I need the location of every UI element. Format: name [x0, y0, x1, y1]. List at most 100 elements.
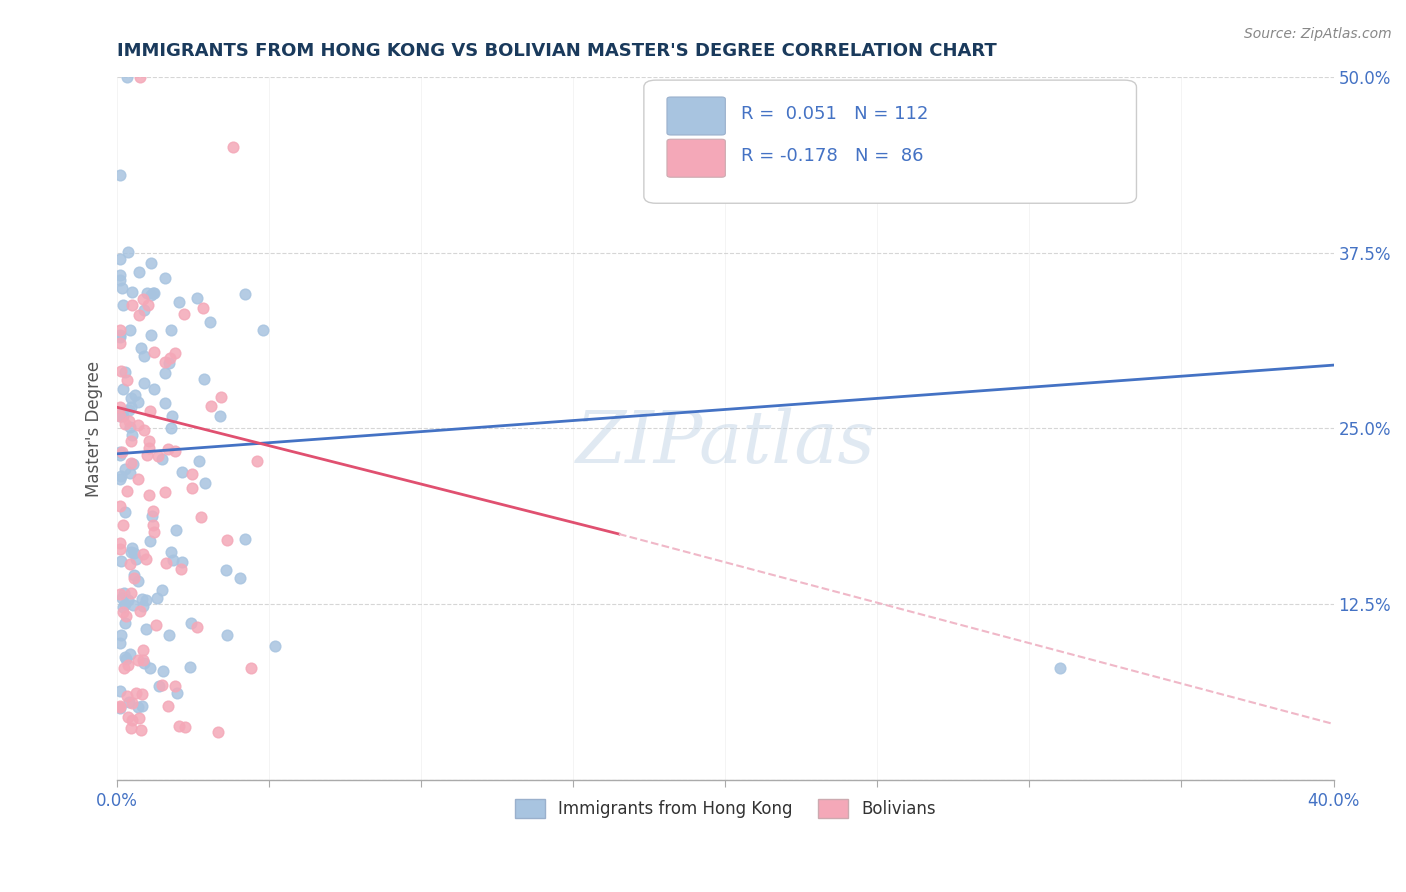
Point [111, 445, 134, 459]
Point [156, 442, 179, 456]
Point [120, 323, 142, 337]
Point [112, 605, 135, 619]
Point [110, 364, 132, 378]
Point [115, 483, 138, 498]
Point [125, 686, 148, 700]
Point [124, 388, 146, 402]
Point [117, 710, 139, 724]
Point [120, 721, 142, 735]
Point [191, 301, 214, 315]
Point [111, 281, 134, 295]
Point [163, 444, 186, 458]
Point [143, 286, 166, 301]
Point [122, 571, 145, 585]
Point [200, 399, 222, 413]
Point [124, 568, 146, 582]
Point [139, 534, 162, 549]
Point [127, 574, 149, 588]
Point [180, 616, 202, 631]
Point [120, 585, 142, 599]
Point [134, 303, 156, 318]
Point [110, 684, 132, 698]
Point [121, 541, 143, 555]
Point [135, 448, 157, 462]
Point [200, 315, 222, 329]
Point [233, 532, 256, 546]
Point [114, 462, 136, 476]
Point [150, 678, 173, 692]
Point [129, 341, 152, 355]
Point [193, 372, 215, 386]
Point [115, 652, 138, 666]
Point [114, 650, 136, 665]
Point [132, 292, 155, 306]
Point [135, 551, 157, 566]
Point [170, 562, 193, 576]
Point [129, 70, 152, 84]
Point [145, 618, 167, 632]
Point [127, 394, 149, 409]
Point [118, 647, 141, 661]
Point [152, 664, 174, 678]
Point [117, 592, 139, 607]
Point [110, 168, 132, 182]
Point [114, 504, 136, 518]
Point [120, 391, 142, 405]
Point [165, 524, 187, 538]
Point [125, 551, 148, 566]
Point [160, 323, 183, 337]
Point [162, 553, 184, 567]
Point [150, 452, 173, 467]
Point [155, 485, 177, 500]
Point [120, 400, 142, 414]
Point [136, 297, 159, 311]
Point [222, 140, 245, 154]
Point [121, 713, 143, 727]
Point [173, 720, 195, 734]
Point [110, 323, 132, 337]
Point [110, 409, 132, 423]
Point [165, 346, 187, 360]
Point [186, 291, 208, 305]
Point [122, 598, 145, 612]
Point [156, 699, 179, 714]
Point [120, 456, 142, 470]
Point [190, 509, 212, 524]
Point [110, 472, 132, 486]
Point [215, 533, 238, 548]
Point [131, 591, 153, 606]
Point [122, 546, 145, 560]
FancyBboxPatch shape [666, 97, 725, 135]
Point [160, 421, 183, 435]
Text: Source: ZipAtlas.com: Source: ZipAtlas.com [1244, 27, 1392, 41]
Point [138, 487, 160, 501]
Point [110, 327, 132, 342]
Point [131, 698, 153, 713]
Point [157, 356, 180, 370]
Point [114, 417, 136, 432]
Point [110, 268, 132, 282]
Point [194, 475, 217, 490]
Point [110, 635, 132, 649]
Point [112, 298, 135, 312]
Point [157, 628, 180, 642]
Point [114, 365, 136, 379]
Point [165, 679, 187, 693]
Point [117, 657, 139, 672]
Point [138, 442, 160, 456]
Point [142, 517, 165, 532]
Point [153, 396, 176, 410]
Point [118, 403, 141, 417]
Point [264, 639, 287, 653]
Point [110, 448, 132, 462]
Point [166, 686, 188, 700]
Point [127, 417, 149, 432]
Point [110, 554, 132, 568]
Point [110, 400, 132, 414]
Text: IMMIGRANTS FROM HONG KONG VS BOLIVIAN MASTER'S DEGREE CORRELATION CHART: IMMIGRANTS FROM HONG KONG VS BOLIVIAN MA… [117, 42, 997, 60]
Point [115, 373, 138, 387]
Point [132, 376, 155, 391]
Point [128, 711, 150, 725]
Point [180, 467, 202, 482]
Point [155, 556, 177, 570]
